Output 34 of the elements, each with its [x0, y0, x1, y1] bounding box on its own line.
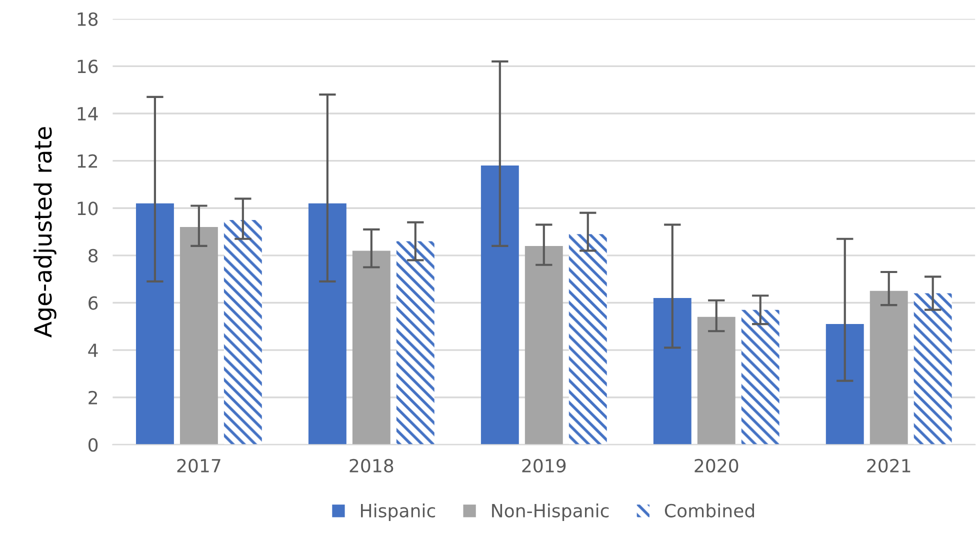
- bar: [224, 220, 262, 445]
- bar: [180, 227, 218, 445]
- legend-label: Hispanic: [361, 504, 436, 521]
- legend-label: Non-Hispanic: [492, 504, 609, 521]
- bar: [136, 203, 174, 445]
- bar: [480, 166, 519, 445]
- bar: [826, 324, 864, 445]
- y-tick-label: 18: [78, 12, 98, 26]
- y-tick-label: 16: [78, 60, 98, 74]
- x-tick-label: 2017: [177, 458, 220, 473]
- bar: [697, 316, 736, 445]
- bar: [308, 203, 346, 445]
- bar: [653, 298, 692, 445]
- x-tick-label: 2020: [694, 458, 738, 473]
- y-tick-label: 12: [78, 154, 97, 168]
- bar: [524, 246, 563, 445]
- bar: [870, 290, 908, 445]
- y-axis-title: Age-adjusted rate: [34, 127, 56, 338]
- x-tick-label: 2021: [867, 458, 910, 473]
- bar: [914, 293, 952, 445]
- y-tick-label: 0: [88, 438, 98, 452]
- bar: [568, 234, 607, 445]
- bar: [352, 250, 390, 445]
- y-tick-label: 14: [78, 107, 98, 120]
- legend-label: Combined: [664, 504, 754, 518]
- x-tick-label: 2018: [350, 458, 394, 473]
- x-tick-label: 2019: [522, 458, 566, 473]
- y-tick-label: 8: [88, 248, 98, 263]
- y-tick-label: 6: [88, 296, 98, 310]
- bar: [741, 310, 780, 445]
- y-tick-label: 10: [78, 202, 98, 216]
- bar: [396, 241, 434, 445]
- y-tick-label: 4: [88, 344, 98, 357]
- y-tick-label: 2: [88, 390, 98, 404]
